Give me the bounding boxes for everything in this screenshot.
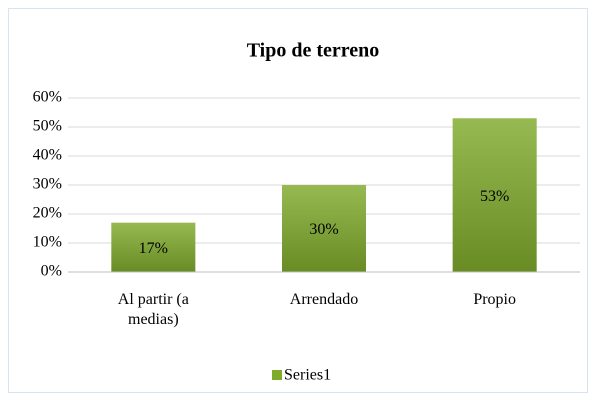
data-label: 17% bbox=[139, 240, 168, 257]
data-label: 30% bbox=[309, 221, 338, 238]
y-tick-label: 30% bbox=[33, 176, 62, 193]
legend-swatch bbox=[272, 370, 282, 380]
y-tick-label: 40% bbox=[33, 147, 62, 164]
y-tick-label: 60% bbox=[33, 89, 62, 106]
legend-label: Series1 bbox=[284, 367, 331, 384]
x-tick-label: Propio bbox=[473, 291, 516, 308]
x-tick-label: Arrendado bbox=[289, 291, 359, 308]
y-tick-label: 50% bbox=[33, 118, 62, 135]
chart-title: Tipo de terreno bbox=[247, 40, 380, 62]
data-label: 53% bbox=[480, 188, 509, 205]
x-tick-label: Al partir (a medias) bbox=[117, 291, 189, 328]
y-tick-label: 10% bbox=[33, 234, 62, 251]
y-tick-label: 0% bbox=[41, 263, 62, 280]
y-tick-label: 20% bbox=[33, 205, 62, 222]
